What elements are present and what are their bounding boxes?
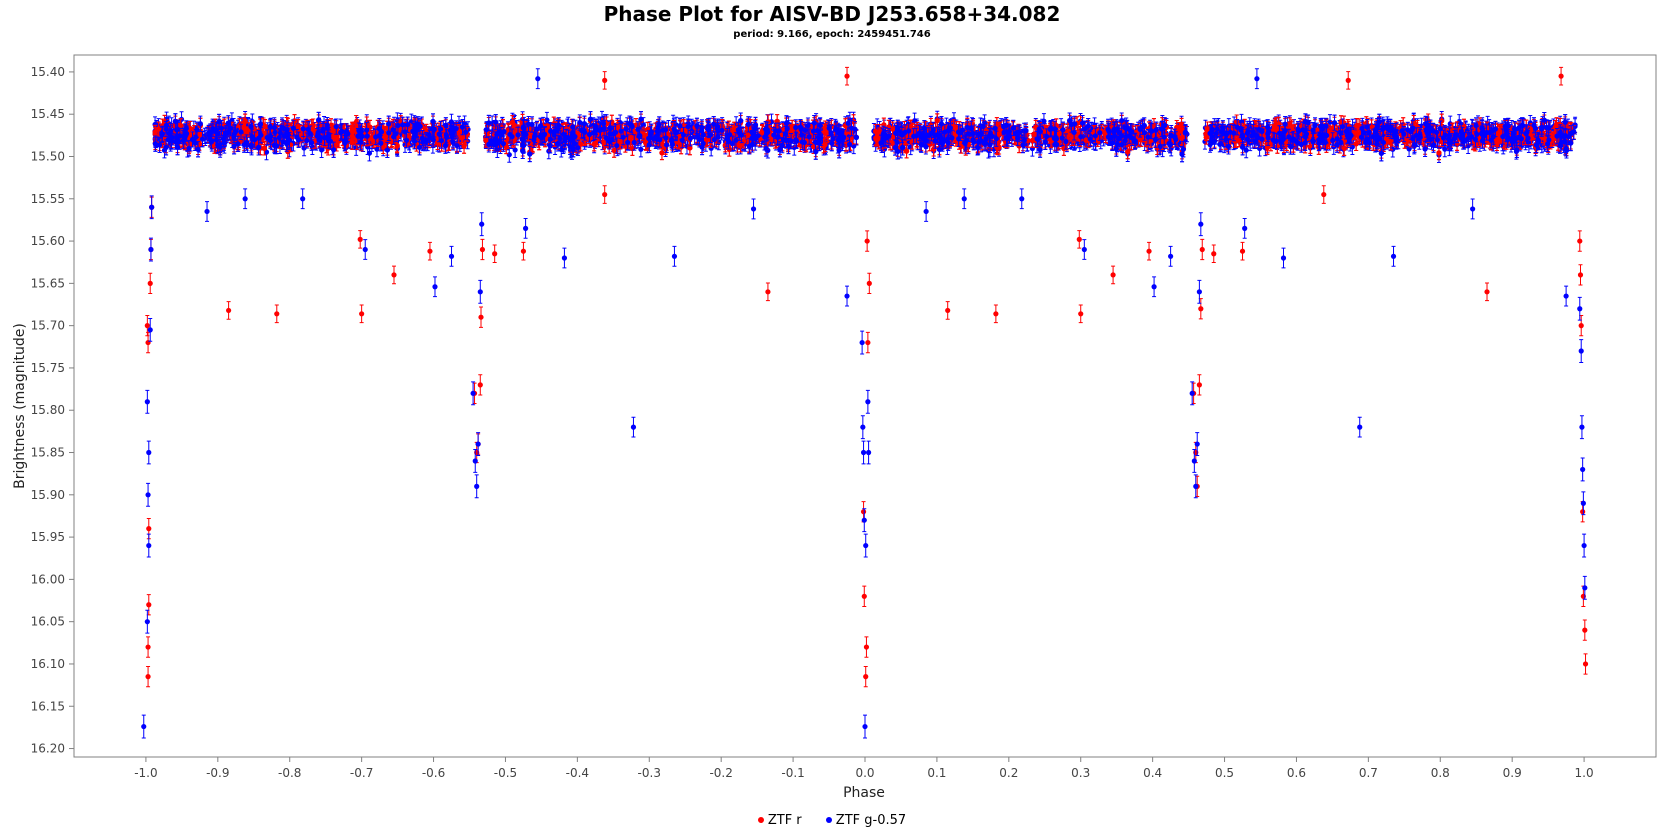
plot-area: -1.0 -0.9 -0.8 -0.7 -0.6 -0.5 -0.4 -0.3 -0.2 -0.1… bbox=[12, 54, 1657, 801]
chart-subtitle: period: 9.166, epoch: 2459451.746 bbox=[0, 29, 1664, 40]
plot-frame bbox=[73, 54, 1657, 758]
data-point bbox=[1406, 140, 1412, 158]
data-points bbox=[141, 66, 1589, 739]
chart-title: Phase Plot for AISV-BD J253.658+34.082 bbox=[0, 2, 1664, 26]
